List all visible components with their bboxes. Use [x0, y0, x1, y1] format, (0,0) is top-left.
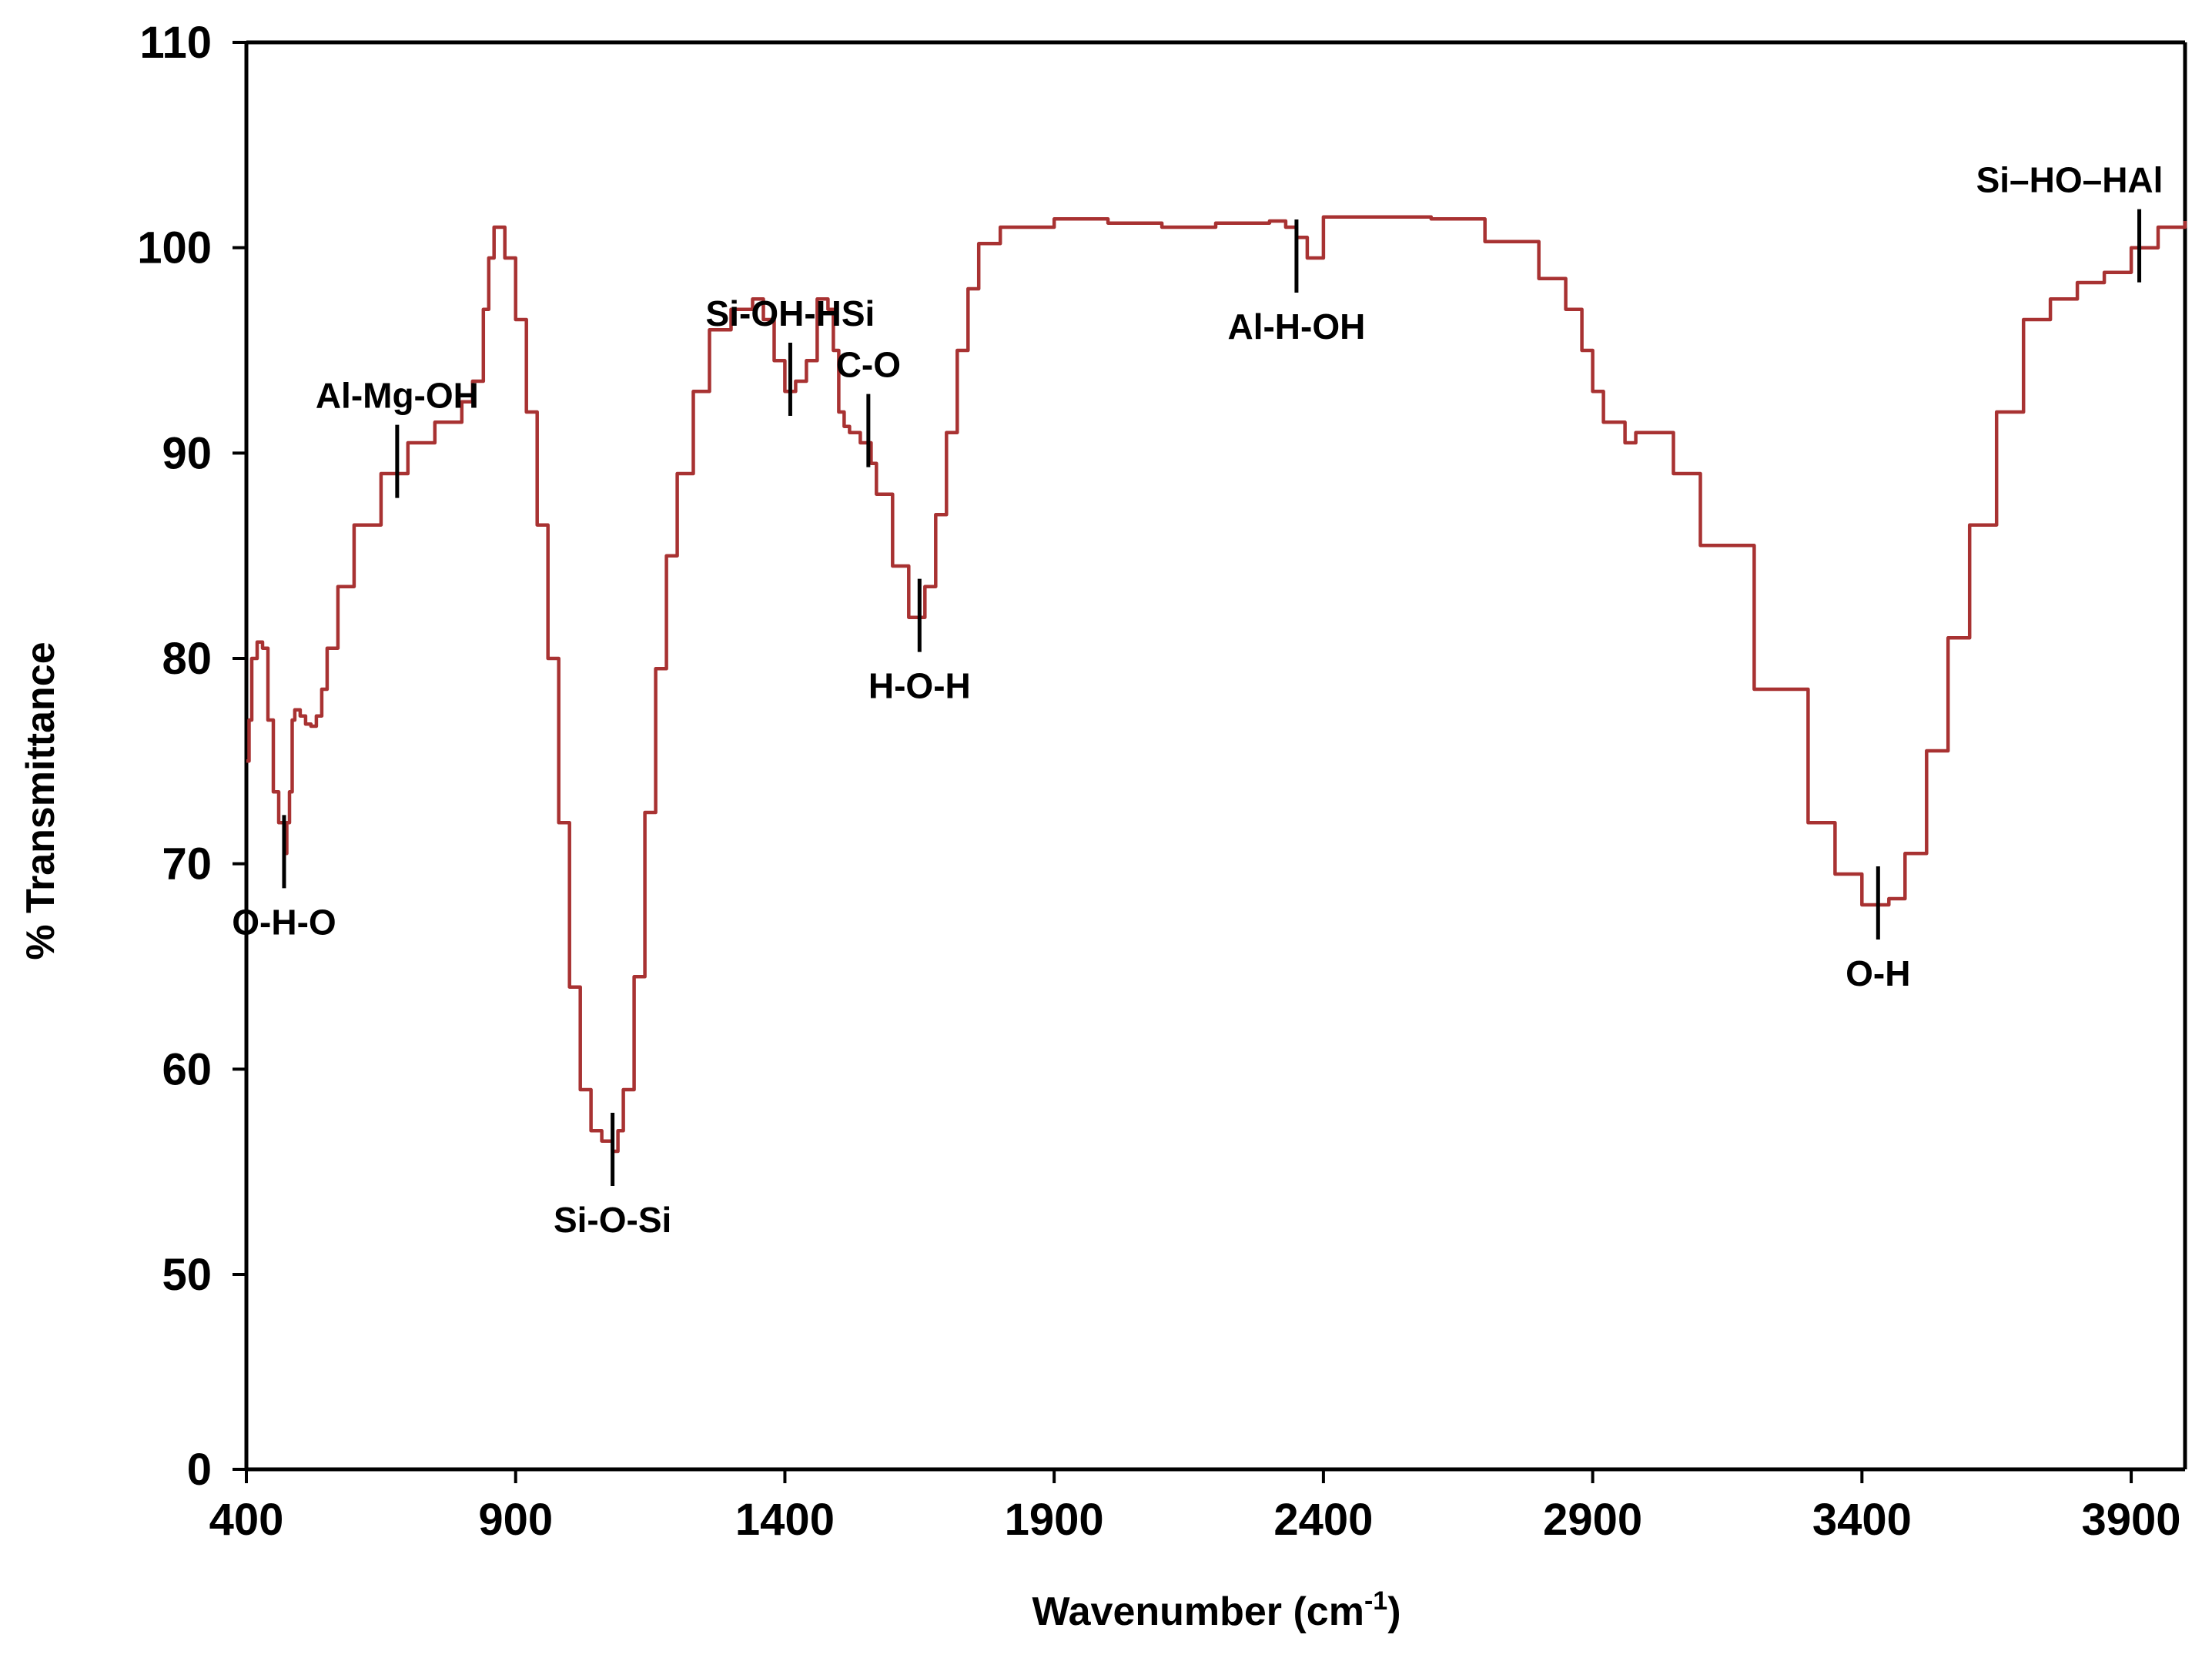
- y-tick-label: 0: [187, 1445, 212, 1495]
- annotation-layer: O-H-O Al-Mg-OH Si-O-Si Si-OH-HSi C-O H-O-H Al-…: [232, 160, 2163, 1240]
- x-tick-label: 1900: [1005, 1495, 1104, 1545]
- series-layer: [246, 215, 2187, 1154]
- y-tick-label: 110: [139, 18, 212, 68]
- annotation-label: Si-OH-HSi: [706, 293, 875, 333]
- y-tick-label: 80: [162, 634, 212, 684]
- annotation-label: O-H: [1846, 953, 1910, 993]
- y-tick-label: 60: [162, 1044, 212, 1094]
- annotation-label: H-O-H: [868, 666, 971, 706]
- y-tick-label: 50: [162, 1250, 212, 1300]
- annotation-label: C-O: [836, 345, 901, 385]
- x-tick-label: 2900: [1543, 1495, 1642, 1545]
- spectrum-line-0: [246, 215, 2187, 1154]
- x-axis-title-superscript: -1: [1364, 1586, 1387, 1616]
- x-tick-label: 3400: [1812, 1495, 1912, 1545]
- annotation-label: O-H-O: [232, 902, 336, 942]
- x-tick-label: 3900: [2082, 1495, 2181, 1545]
- x-axis-title: Wavenumber (cm-1): [1032, 1586, 1400, 1634]
- x-tick-label: 1400: [735, 1495, 835, 1545]
- x-tick-label: 400: [209, 1495, 284, 1545]
- y-axis-ticks: 0 50 60 70 80 90 100 110: [137, 18, 246, 1495]
- y-axis-title: % Transmittance: [18, 641, 63, 960]
- y-tick-label: 100: [137, 223, 212, 273]
- y-tick-label: 70: [162, 839, 212, 889]
- annotation-label: Al-H-OH: [1227, 306, 1365, 347]
- y-tick-label: 90: [162, 428, 212, 478]
- x-axis-title-end: ): [1387, 1589, 1400, 1634]
- annotation-label: Si-O-Si: [554, 1200, 671, 1240]
- plot-frame: [244, 40, 2187, 1472]
- x-tick-label: 2400: [1273, 1495, 1373, 1545]
- annotation-label: Si–HO–HAl: [1976, 160, 2163, 200]
- x-axis-ticks: 400 900 1400 1900 2400 2900 3400 3900: [209, 1469, 2181, 1545]
- annotation-label: Al-Mg-OH: [316, 376, 479, 416]
- x-tick-label: 900: [478, 1495, 553, 1545]
